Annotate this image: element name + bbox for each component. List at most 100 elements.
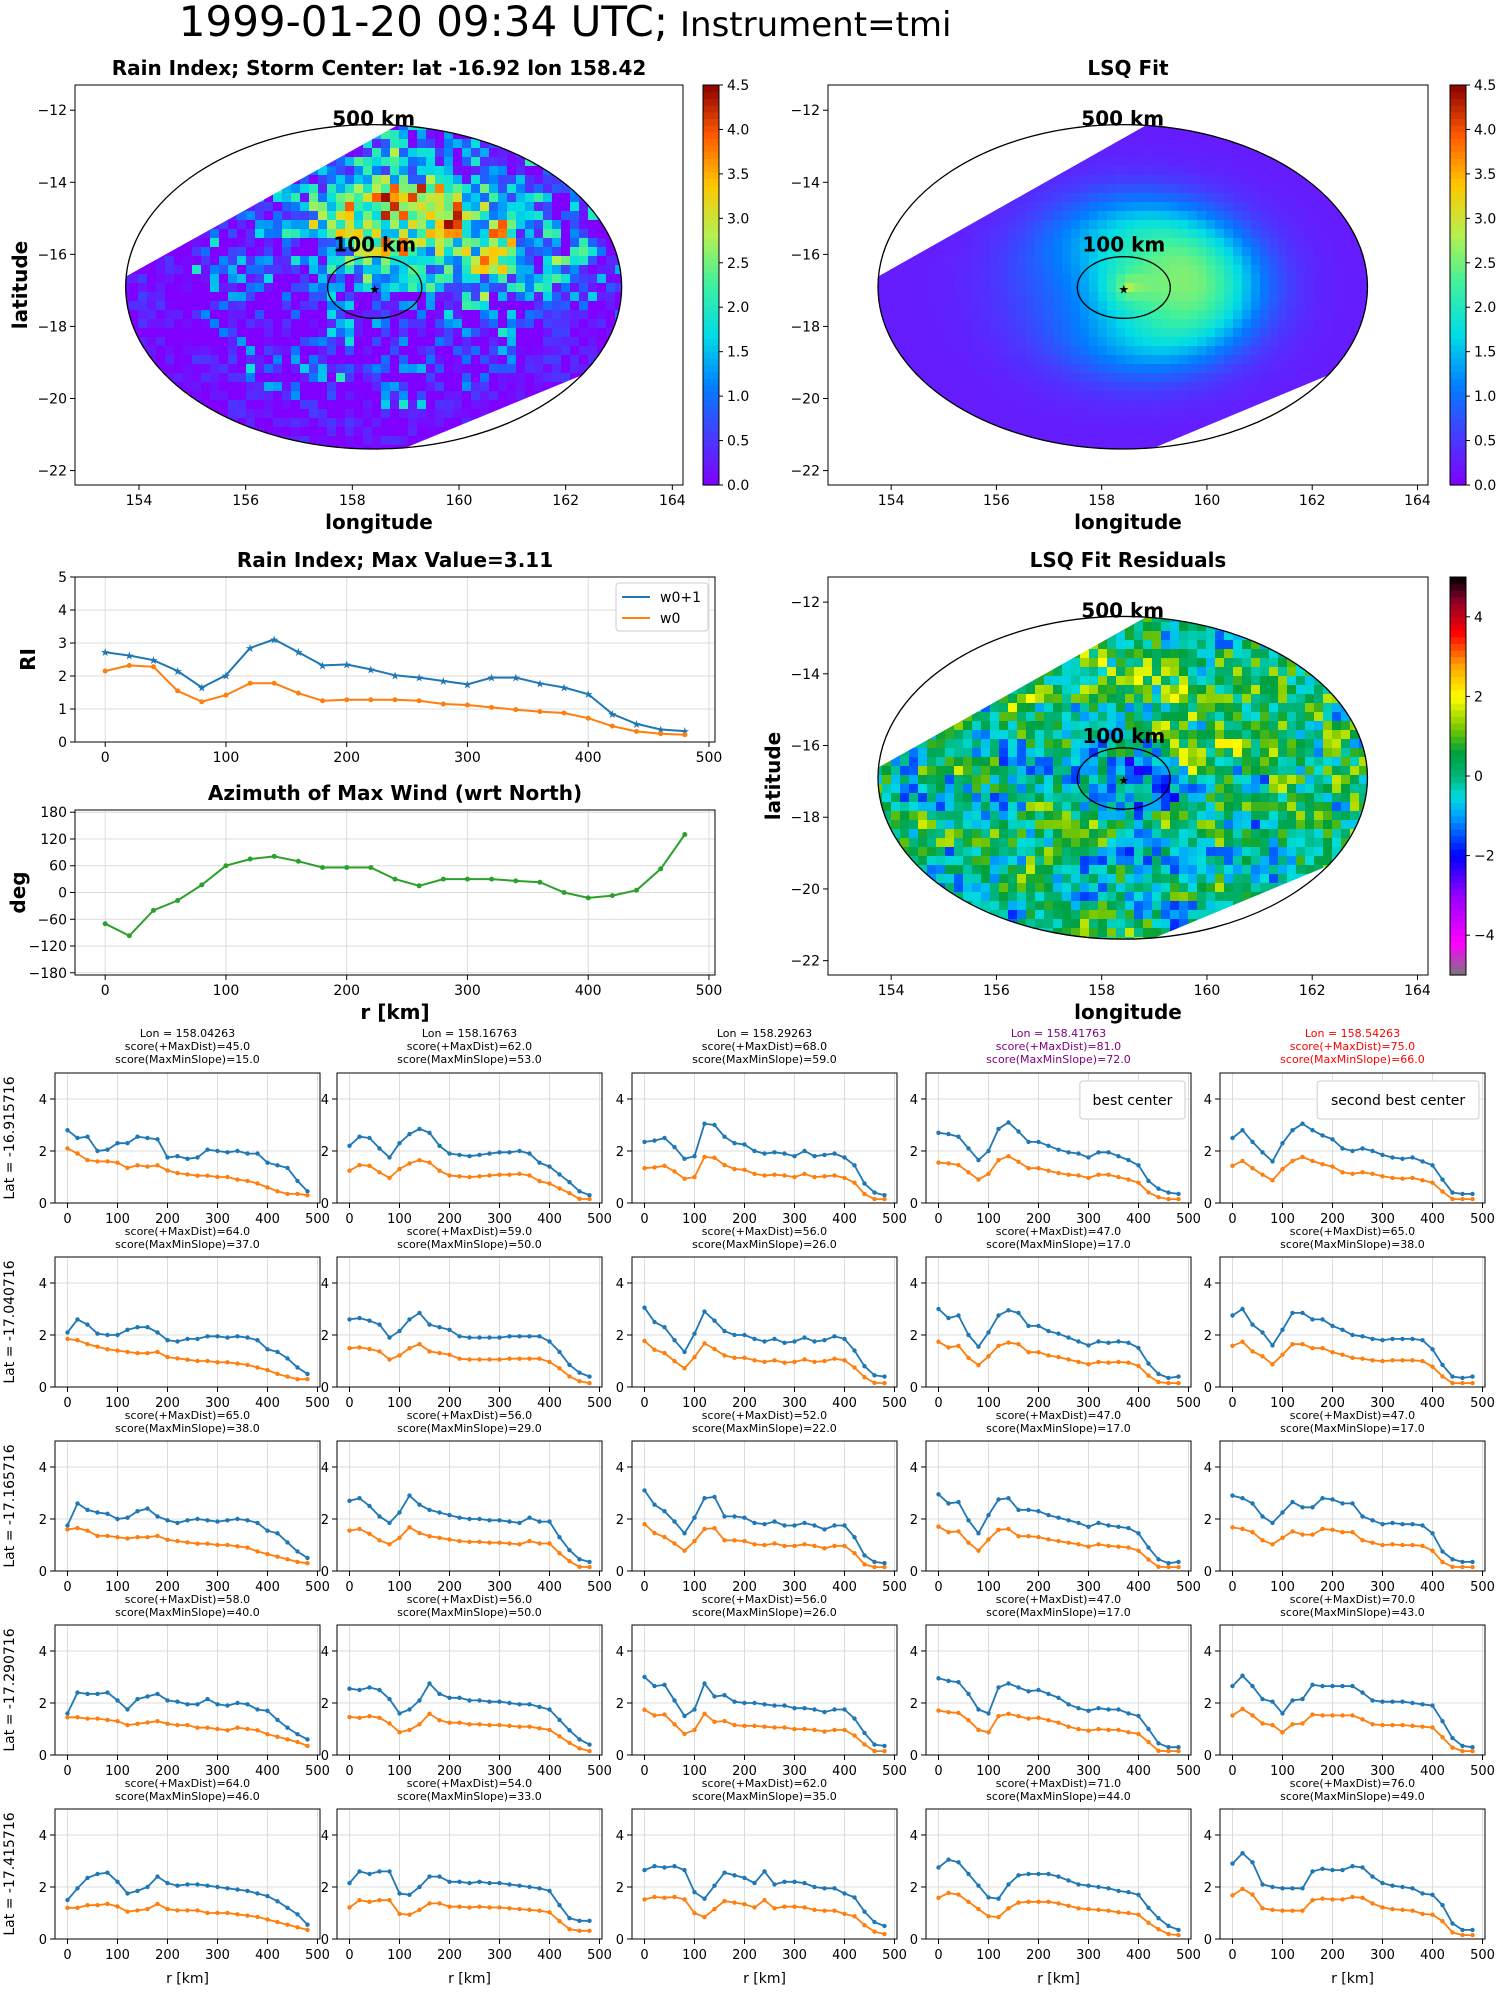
heat-cell [543,346,553,356]
heat-cell [381,211,391,221]
heat-cell [588,184,598,194]
heat-cell [273,328,283,338]
heat-cell [954,454,964,464]
heat-cell [165,364,175,374]
heat-cell [327,436,337,446]
heat-cell [669,256,679,266]
heat-cell [210,418,220,428]
heat-cell [882,373,892,383]
heat-cell [1062,175,1072,185]
heat-cell [855,364,865,374]
heat-cell [516,301,526,311]
heat-cell [828,391,838,401]
heat-cell [417,193,427,203]
heat-cell [927,211,937,221]
heat-cell [300,328,310,338]
heat-cell [201,310,211,320]
heat-cell [1044,355,1054,365]
heat-cell [1143,391,1153,401]
heat-cell [561,220,571,230]
heat-cell [93,193,103,203]
heat-cell [1071,310,1081,320]
heat-cell [891,400,901,410]
heat-cell [453,229,463,239]
heat-cell [642,211,652,221]
heat-cell [282,319,292,329]
heat-cell [345,454,355,464]
heat-cell [990,130,1000,140]
heat-cell [138,427,148,437]
heat-cell [1116,427,1126,437]
heat-cell [408,247,418,257]
heat-cell [1098,274,1108,284]
heat-cell [255,463,265,473]
heat-cell [624,319,634,329]
heat-cell [606,310,616,320]
heat-cell [660,103,670,113]
heat-cell [570,346,580,356]
heat-cell [255,310,265,320]
heat-cell [1152,139,1162,149]
heat-cell [327,85,337,95]
heat-cell [192,229,202,239]
heat-cell [936,184,946,194]
heat-cell [1152,409,1162,419]
heat-cell [435,274,445,284]
heat-cell [264,229,274,239]
heat-cell [855,274,865,284]
heat-cell [669,130,679,140]
heat-cell [981,436,991,446]
heat-cell [864,103,874,113]
heat-cell [498,355,508,365]
heat-cell [606,130,616,140]
heat-cell [1134,175,1144,185]
heat-cell [828,94,838,104]
heat-cell [1062,319,1072,329]
heat-cell [561,472,571,482]
heat-cell [1080,139,1090,149]
heat-cell [309,409,319,419]
heat-cell [426,391,436,401]
heat-cell [1179,229,1189,239]
heat-cell [336,481,346,491]
heat-cell [93,274,103,284]
heat-cell [561,274,571,284]
heat-cell [1134,256,1144,266]
heat-cell [354,166,364,176]
heatmap-cells [75,85,679,491]
heat-cell [480,418,490,428]
heat-cell [561,211,571,221]
heat-cell [873,85,883,95]
heat-cell [147,112,157,122]
heat-cell [300,391,310,401]
heat-cell [633,445,643,455]
heat-cell [147,364,157,374]
heat-cell [669,463,679,473]
heat-cell [453,382,463,392]
heat-cell [552,364,562,374]
heat-cell [963,427,973,437]
heat-cell [525,124,535,131]
heat-cell [480,463,490,473]
heat-cell [855,301,865,311]
heat-cell [846,220,856,230]
heat-cell [75,472,85,482]
heat-cell [864,193,874,203]
heat-cell [264,472,274,482]
heat-cell [669,184,679,194]
heat-cell [588,436,598,446]
heat-cell [480,454,490,464]
heat-cell [1035,175,1045,185]
heat-cell [363,418,373,428]
heat-cell [462,238,472,248]
heat-cell [864,436,874,446]
heat-cell [1071,157,1081,167]
heat-cell [309,346,319,356]
heat-cell [534,481,544,491]
heat-cell [878,166,883,176]
heat-cell [963,211,973,221]
heat-cell [882,301,892,311]
heat-cell [237,265,247,275]
heat-cell [543,427,553,437]
heat-cell [981,337,991,347]
